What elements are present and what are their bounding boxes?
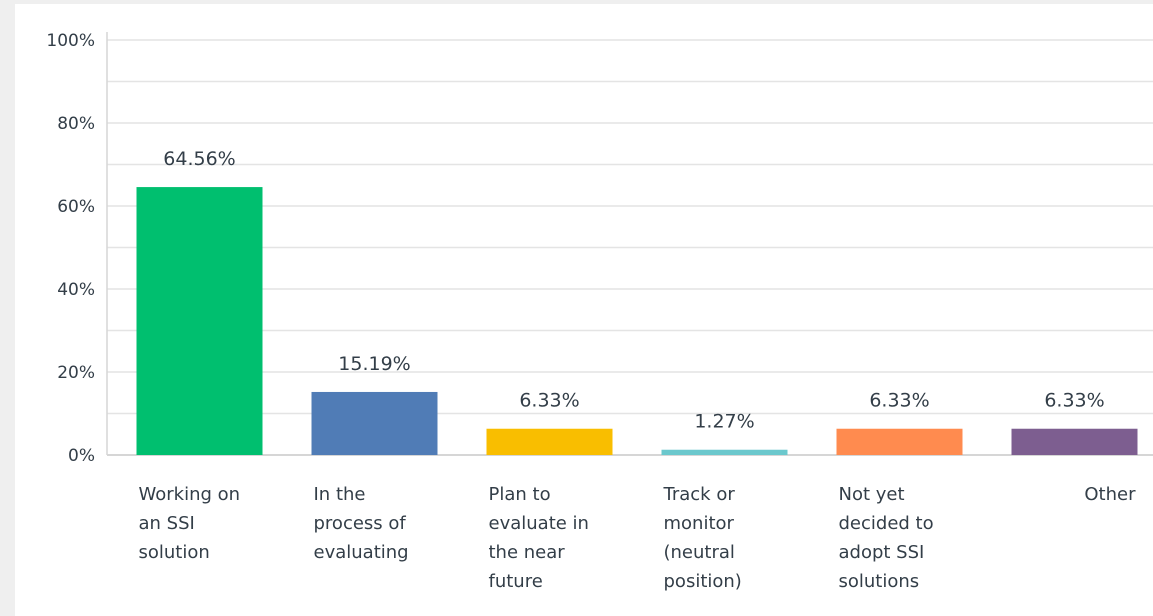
bar-value-label: 15.19% [338,353,410,375]
category-labels: Working on an SSI solution In the process of… [139,484,1137,592]
category-label: In the process of evaluating [314,484,409,563]
chart-card: 0% 20% 40% 60% 80% 100% 64.56% 15.19% 6.33% 1.27… [15,4,1153,616]
bar [1011,428,1138,455]
data-labels: 64.56% 15.19% 6.33% 1.27% 6.33% 6.33% [163,148,1104,433]
y-tick-label: 20% [57,363,95,383]
bar-value-label: 6.33% [519,390,579,412]
bar [311,391,438,455]
category-label: Other [1084,484,1136,505]
bar-value-label: 6.33% [1044,390,1104,412]
gridlines [107,39,1153,415]
bar-chart: 0% 20% 40% 60% 80% 100% 64.56% 15.19% 6.33% 1.27… [46,31,1153,592]
y-tick-label: 100% [46,31,95,51]
y-tick-label: 0% [68,446,95,466]
y-axis-tick-labels: 0% 20% 40% 60% 80% 100% [46,31,95,466]
y-tick-label: 80% [57,114,95,134]
category-label: Working on an SSI solution [139,484,241,563]
bar-value-label: 64.56% [163,148,235,170]
bar [136,187,263,456]
y-tick-label: 40% [57,280,95,300]
category-label: Plan to evaluate in the near future [489,484,589,592]
category-label: Track or monitor (neutral position) [663,484,742,592]
bar-value-label: 6.33% [869,390,929,412]
bar-value-label: 1.27% [694,411,754,433]
bar [661,449,788,455]
bar [486,428,613,455]
bar [836,428,963,455]
category-label: Not yet decided to adopt SSI solutions [839,484,934,592]
y-tick-label: 60% [57,197,95,217]
bars [136,187,1138,456]
